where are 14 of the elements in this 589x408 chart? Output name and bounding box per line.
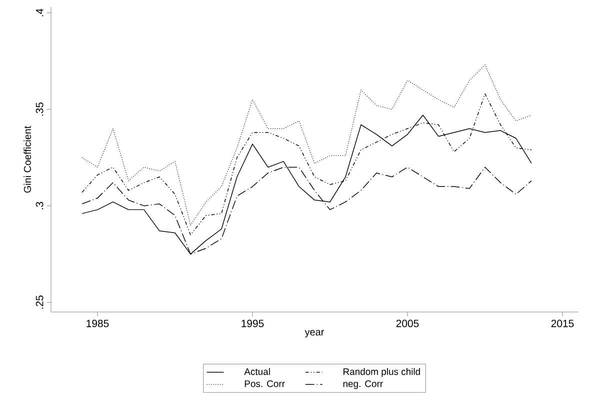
y-tick-label: .4 [36, 8, 44, 16]
y-tick-label: .35 [36, 102, 44, 116]
x-tick-label: 2005 [396, 320, 419, 328]
x-tick-label: 1985 [86, 320, 109, 328]
legend-label: neg. Corr [343, 380, 383, 389]
legend-label: Actual [244, 368, 270, 375]
y-axis-title: Gini Coefficient [24, 126, 31, 193]
x-tick-label: 1995 [242, 320, 264, 328]
x-axis-title: year [304, 330, 324, 338]
legend-label: Pos. Corr [244, 380, 285, 388]
y-tick-label: .3 [36, 202, 44, 210]
y-tick-label: .25 [36, 296, 44, 309]
legend-label: Random plus child [344, 368, 420, 377]
x-tick-label: 2015 [551, 320, 574, 328]
